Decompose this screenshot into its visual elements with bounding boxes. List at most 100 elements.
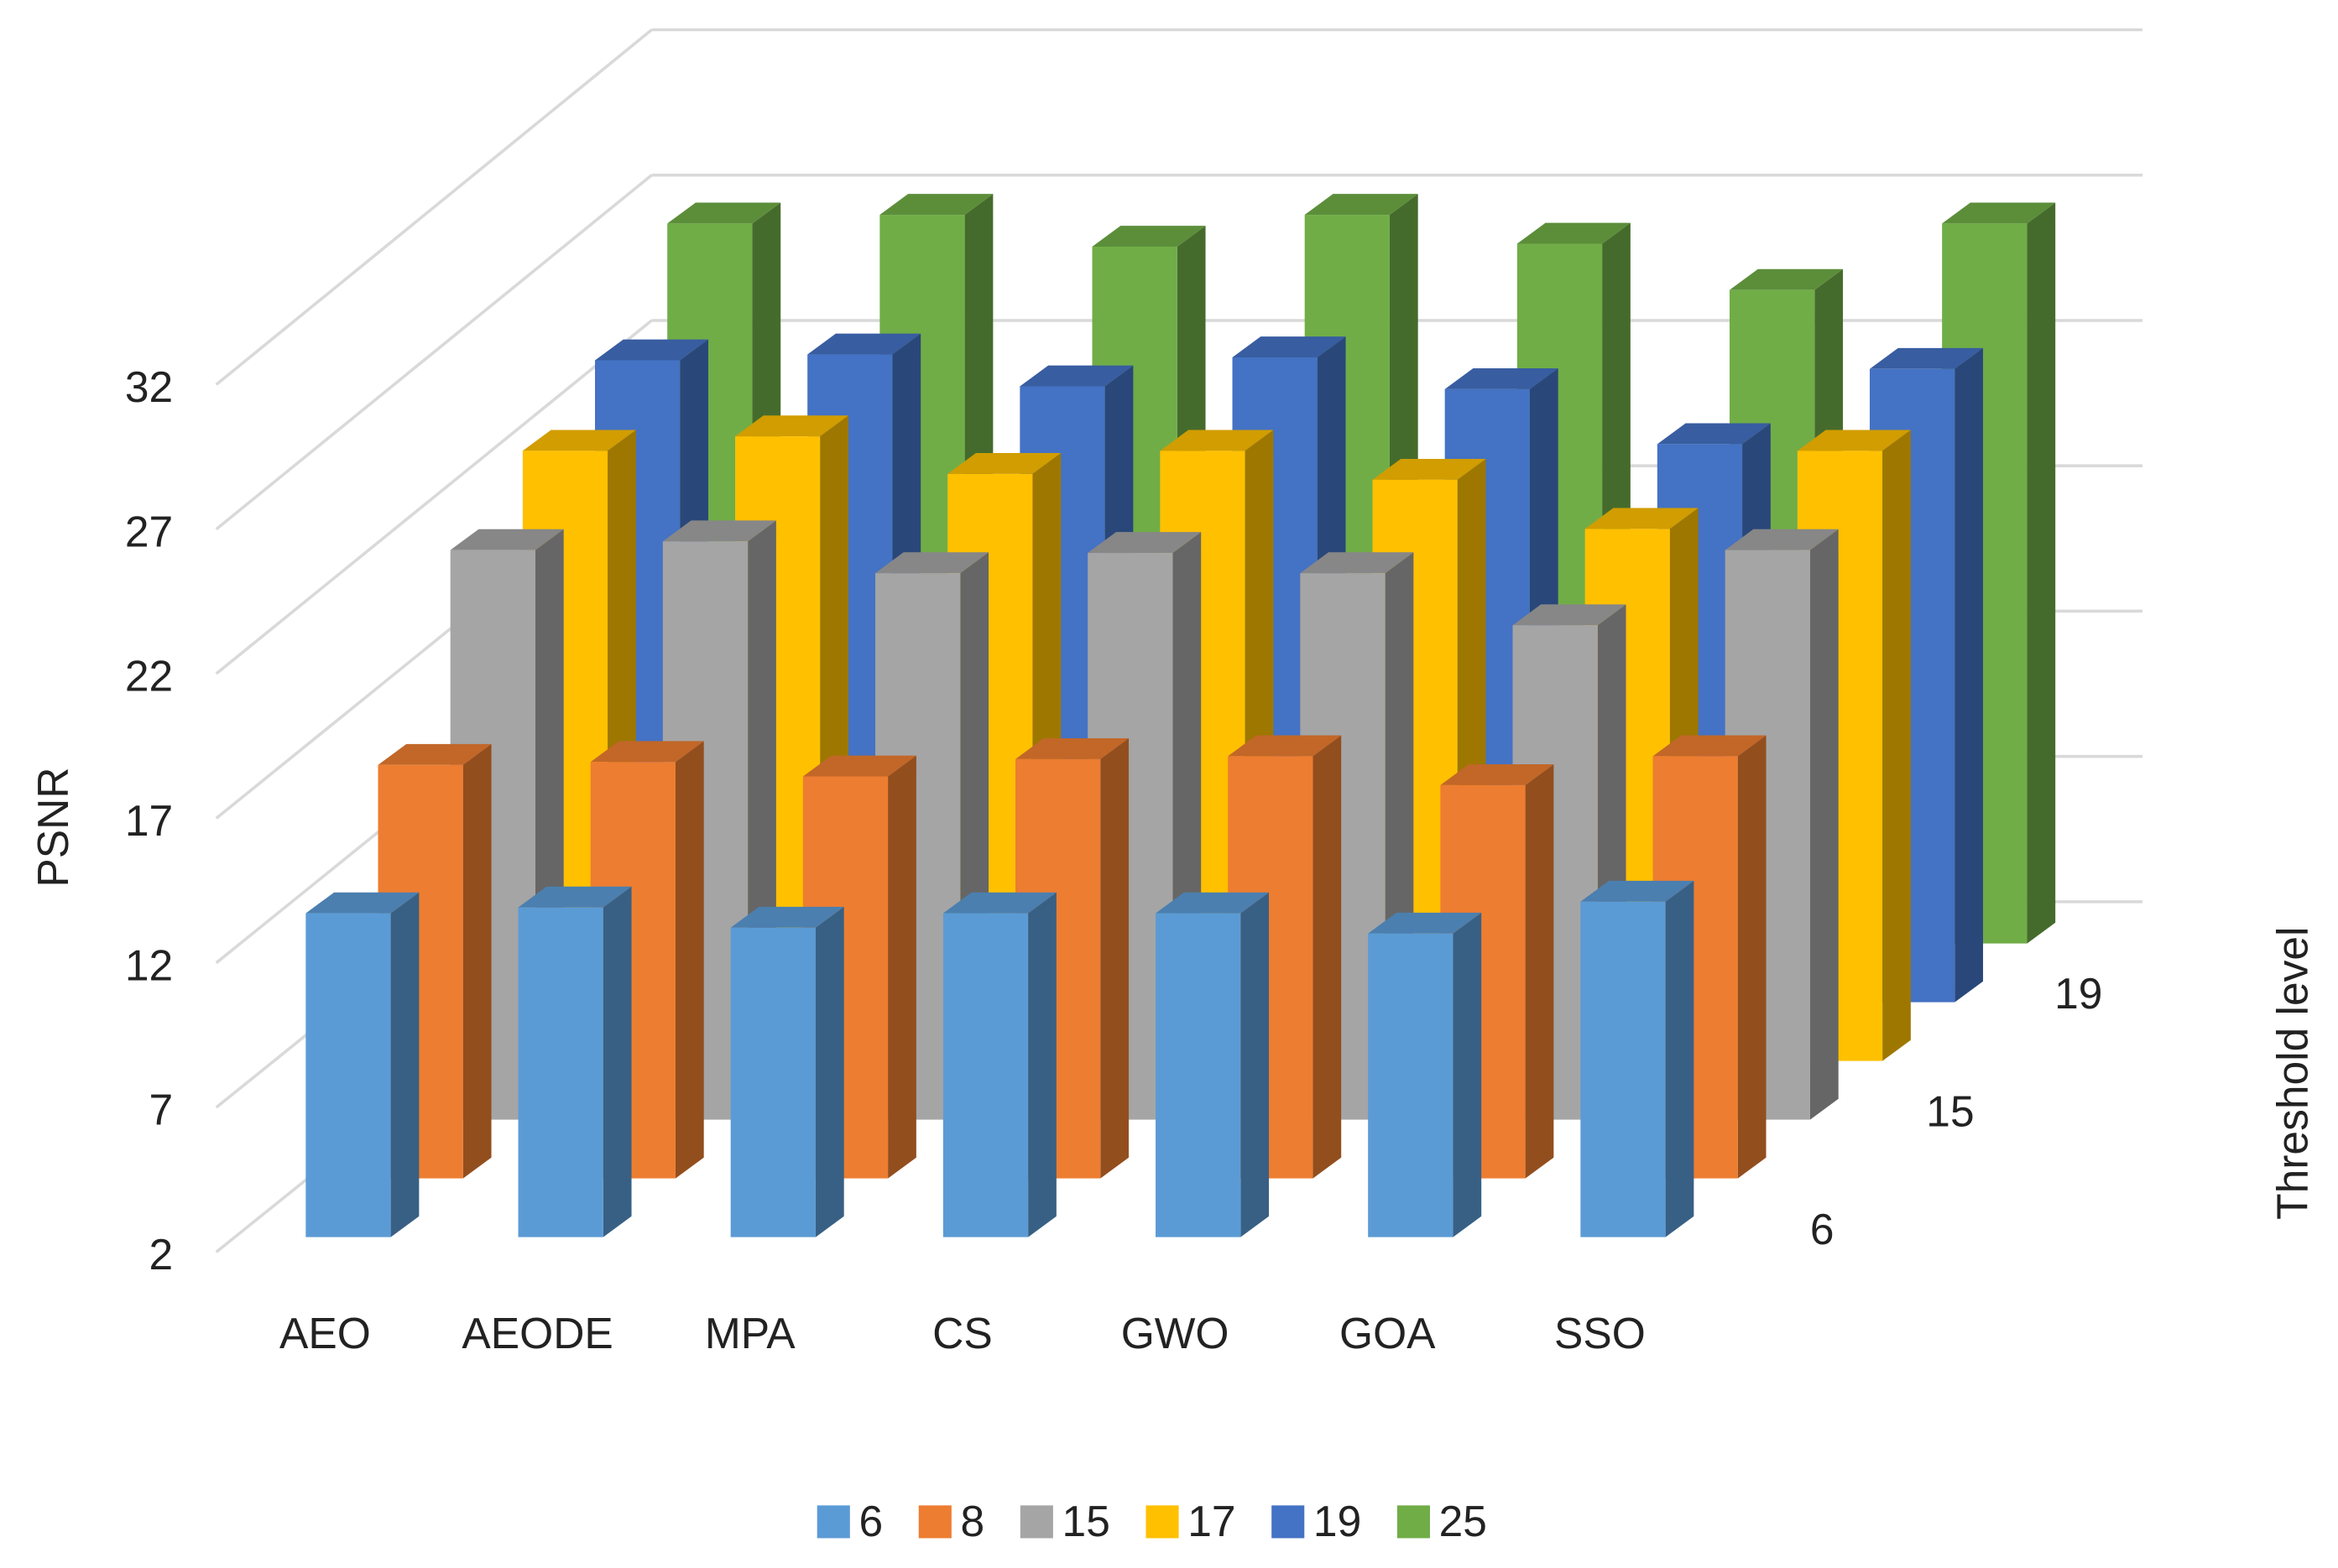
bar-top	[450, 529, 564, 550]
bar-top	[802, 755, 916, 777]
bar-top	[518, 886, 632, 908]
legend-swatch	[1271, 1505, 1305, 1539]
bar-top	[1797, 430, 1911, 451]
bar	[1580, 901, 1666, 1237]
depth-tick-label: 6	[1810, 1205, 1834, 1253]
grid-line	[215, 174, 653, 531]
bar	[518, 907, 603, 1237]
bar-top	[1730, 268, 1844, 290]
bar-top	[807, 333, 921, 355]
legend-label: 25	[1439, 1497, 1487, 1545]
bar-top	[875, 552, 989, 574]
bar-side	[603, 886, 632, 1237]
bar-top	[1725, 529, 1839, 550]
bar-top	[1088, 532, 1202, 554]
depth-tick-label: 19	[2054, 969, 2102, 1018]
bar-side	[1240, 892, 1270, 1237]
bar-3d	[378, 743, 492, 1179]
legend-swatch	[1396, 1505, 1430, 1539]
bar	[942, 913, 1029, 1237]
y-tick-label: 12	[125, 940, 173, 989]
bar-side	[2027, 202, 2056, 944]
y-tick-label: 22	[125, 652, 173, 701]
x-tick-label: AEODE	[462, 1309, 613, 1357]
bar-top	[1228, 735, 1342, 757]
bar-side	[1809, 529, 1839, 1120]
bar-side	[675, 741, 704, 1179]
grid-line	[215, 29, 653, 386]
bar-3d	[730, 906, 844, 1237]
bar-top	[730, 906, 844, 928]
bar-3d	[590, 741, 704, 1179]
bar-top	[1584, 508, 1699, 529]
x-tick-label: MPA	[705, 1309, 796, 1357]
y-tick-label: 32	[125, 362, 173, 411]
bar-side	[1313, 735, 1342, 1179]
bar-top	[378, 743, 492, 765]
bar-top	[305, 892, 420, 914]
bar-top	[1870, 347, 1984, 369]
bar-top	[667, 202, 781, 224]
bar-3d	[1580, 880, 1694, 1237]
bar-top	[1440, 763, 1554, 785]
bar-side	[1028, 892, 1057, 1237]
bar-side	[390, 892, 420, 1237]
bar	[1156, 913, 1241, 1237]
depth-axis-label: Threshold level	[2268, 926, 2317, 1219]
bar-top	[1015, 737, 1130, 759]
bar-side	[462, 743, 492, 1179]
bar-side	[815, 906, 844, 1237]
legend-swatch	[918, 1505, 952, 1539]
bar	[305, 913, 391, 1237]
bar-top	[1304, 194, 1418, 216]
bar-top	[1156, 892, 1270, 914]
y-tick-label: 2	[149, 1230, 174, 1279]
bar	[730, 927, 816, 1237]
bar-top	[1368, 912, 1482, 934]
bar-top	[947, 453, 1062, 474]
bar-top	[1657, 423, 1771, 445]
bar-top	[1444, 368, 1558, 389]
bar-side	[888, 755, 916, 1179]
bar-top	[1942, 202, 2056, 224]
x-tick-label: AEO	[279, 1309, 371, 1357]
bar-top	[942, 892, 1057, 914]
bar-3d	[1156, 892, 1270, 1237]
bar-top	[1652, 735, 1767, 757]
x-tick-label: GWO	[1121, 1309, 1229, 1357]
bar-side	[1737, 735, 1767, 1179]
bar-top	[595, 339, 709, 361]
legend: 6 8 15 17 19 25	[817, 1497, 1487, 1545]
x-tick-label: CS	[932, 1309, 993, 1357]
bar-top	[1232, 336, 1346, 357]
legend-label: 6	[858, 1497, 883, 1545]
bar-side	[1665, 880, 1694, 1237]
bar-side	[1954, 347, 1984, 1003]
x-tick-label: SSO	[1554, 1309, 1646, 1357]
bar-top	[590, 741, 704, 763]
bar-3d	[305, 892, 420, 1237]
legend-label: 17	[1187, 1497, 1235, 1545]
bar-top	[662, 520, 776, 542]
legend-swatch	[1146, 1505, 1179, 1539]
bar-3d	[518, 886, 632, 1237]
bar-top	[1300, 552, 1414, 574]
bar-top	[1512, 604, 1626, 626]
bar-3d	[942, 892, 1057, 1237]
x-tick-label: GOA	[1339, 1309, 1436, 1357]
bar-top	[1372, 458, 1486, 480]
bar-top	[1516, 222, 1631, 244]
bar	[1368, 933, 1453, 1237]
grid-line	[215, 319, 653, 675]
y-tick-label: 7	[149, 1086, 174, 1134]
bar-top	[735, 415, 849, 437]
bar-top	[522, 430, 636, 451]
y-axis-label: PSNR	[29, 767, 77, 887]
bar-top	[1160, 430, 1274, 451]
depth-tick-label: 15	[1926, 1087, 1974, 1136]
legend-label: 15	[1062, 1497, 1110, 1545]
legend-label: 8	[961, 1497, 985, 1545]
bar-side	[1100, 737, 1130, 1179]
bar-3d	[1368, 912, 1482, 1237]
